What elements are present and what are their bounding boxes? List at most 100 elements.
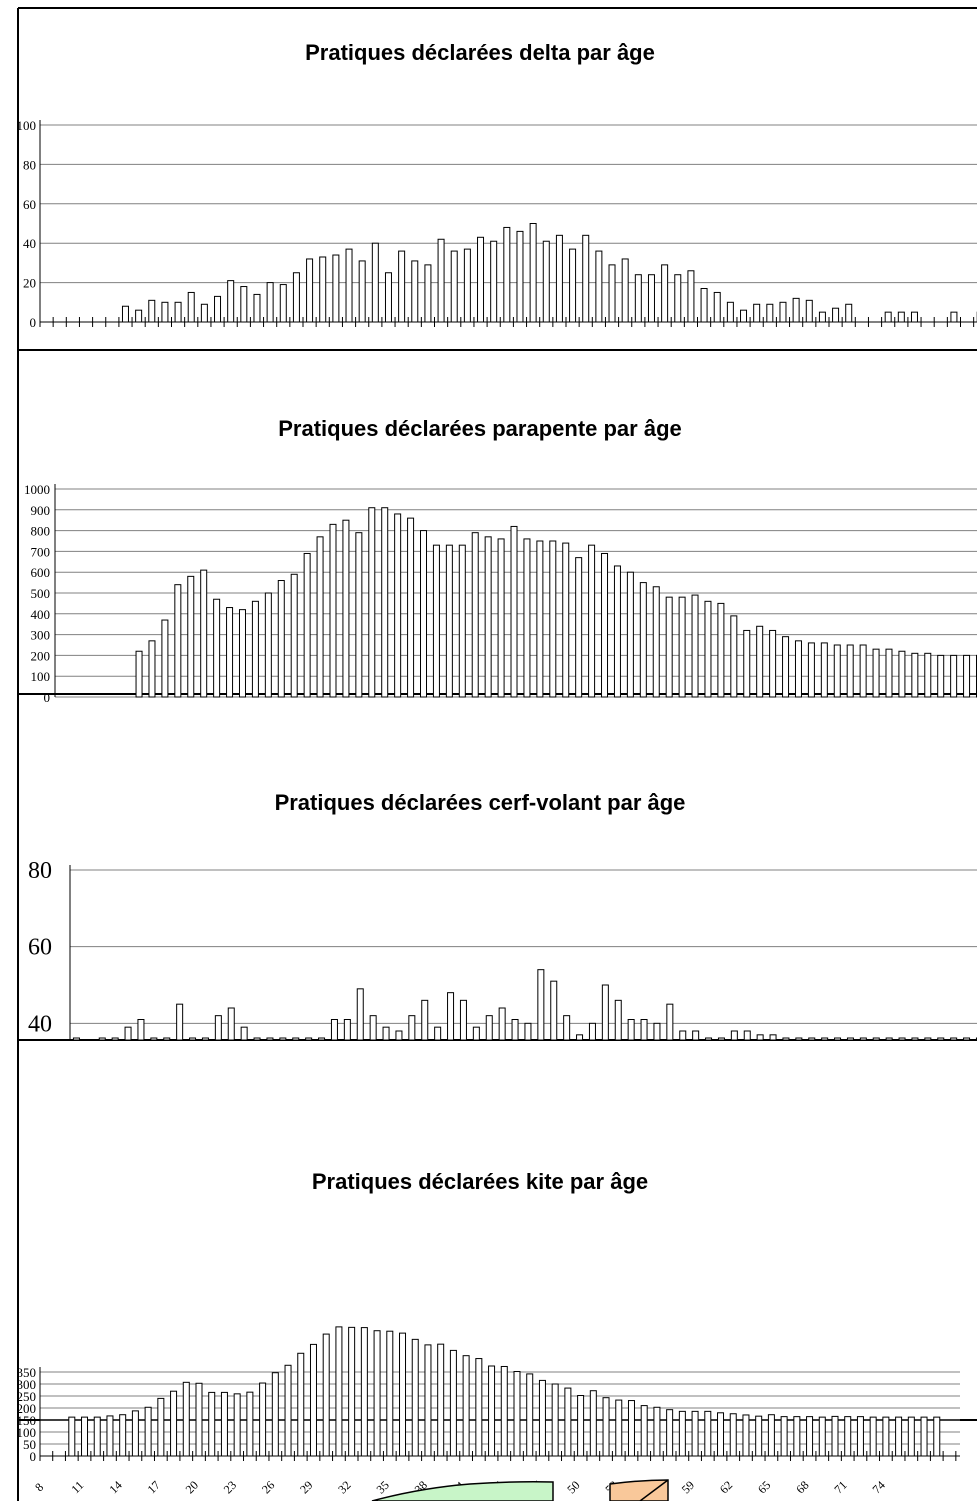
bar: [475, 1358, 483, 1457]
y-tick-label: 0: [30, 315, 37, 330]
bar: [253, 293, 261, 323]
bar: [316, 536, 324, 698]
x-tick-label: 74: [869, 1478, 887, 1496]
bar: [820, 642, 828, 698]
bar: [68, 1416, 76, 1457]
bar: [937, 1037, 945, 1041]
bar: [208, 1391, 216, 1457]
x-tick-label: 26: [259, 1478, 277, 1496]
bar: [135, 650, 143, 698]
bar: [462, 1355, 470, 1457]
bar: [767, 1414, 775, 1457]
y-tick-label: 100: [17, 118, 37, 133]
y-tick-label: 0: [44, 690, 51, 705]
bar: [264, 592, 272, 698]
bar: [182, 1381, 190, 1457]
bar: [176, 1003, 184, 1041]
bar: [627, 1400, 635, 1457]
bar: [832, 307, 840, 323]
bar: [779, 301, 787, 323]
bar: [627, 1019, 635, 1041]
bar: [885, 648, 893, 698]
bar: [661, 264, 669, 323]
bar: [292, 1037, 300, 1041]
bar: [148, 299, 156, 323]
bar: [432, 544, 440, 698]
x-tick-label: 50: [564, 1478, 582, 1496]
bar: [124, 1026, 132, 1041]
bar: [356, 988, 364, 1041]
bar: [614, 999, 622, 1041]
bar: [119, 1414, 127, 1457]
y-tick-label: 500: [31, 586, 51, 601]
y-tick-label: 400: [31, 607, 51, 622]
bar: [833, 644, 841, 698]
x-tick-label: 8: [32, 1480, 46, 1494]
bar: [523, 538, 531, 698]
bar: [730, 615, 738, 698]
bar: [740, 309, 748, 323]
y-tick-label: 800: [31, 524, 51, 539]
bar: [794, 640, 802, 698]
bar: [705, 1037, 713, 1041]
bar: [384, 272, 392, 323]
chart-title: Pratiques déclarées kite par âge: [312, 1169, 648, 1194]
bar: [447, 992, 455, 1041]
bar: [536, 540, 544, 698]
bar: [807, 642, 815, 698]
chart-parapente: Pratiques déclarées parapente par âge 0 1…: [24, 416, 977, 705]
bar: [743, 1030, 751, 1041]
bar: [717, 1412, 725, 1457]
bar: [924, 1037, 932, 1041]
bar: [348, 1326, 356, 1457]
bar: [795, 1037, 803, 1041]
x-tick-label: 62: [717, 1478, 735, 1496]
bar: [424, 264, 432, 323]
bar: [700, 288, 708, 323]
bar: [665, 596, 673, 698]
bar: [564, 1387, 572, 1457]
bar: [898, 1037, 906, 1041]
bar: [652, 586, 660, 698]
bar: [214, 1015, 222, 1041]
bar: [950, 654, 958, 698]
bar: [550, 980, 558, 1041]
bar: [924, 652, 932, 698]
x-tick-label: 35: [373, 1478, 391, 1496]
bar: [821, 1037, 829, 1041]
y-tick-label: 100: [31, 669, 51, 684]
bar: [818, 311, 826, 323]
bar: [386, 1330, 394, 1457]
y-tick-label: 100: [17, 1425, 37, 1440]
bar: [674, 274, 682, 323]
bar: [266, 282, 274, 323]
y-tick-label: 250: [17, 1389, 37, 1404]
orange-box-diagonal: [639, 1479, 669, 1501]
bar: [98, 1037, 106, 1041]
x-tick-label: 17: [144, 1478, 162, 1496]
bar: [106, 1415, 114, 1457]
bar: [920, 1416, 928, 1457]
bar: [542, 240, 550, 323]
bar: [845, 303, 853, 323]
bar: [756, 625, 764, 698]
bar: [458, 544, 466, 698]
bar: [766, 303, 774, 323]
bar: [577, 1395, 585, 1457]
bar: [445, 544, 453, 698]
bar: [653, 1406, 661, 1457]
bar: [226, 607, 234, 698]
bar: [562, 542, 570, 698]
y-tick-label: 700: [31, 544, 51, 559]
bar: [137, 1019, 145, 1041]
bar: [666, 1409, 674, 1457]
bar: [640, 1405, 648, 1457]
bar: [529, 223, 537, 323]
bar: [513, 1371, 521, 1457]
bar: [72, 1037, 80, 1041]
x-tick-label: 14: [106, 1478, 124, 1496]
bar: [381, 507, 389, 698]
y-tick-label: 350: [17, 1365, 37, 1380]
y-tick-label: 1000: [24, 482, 50, 497]
bar: [421, 999, 429, 1041]
